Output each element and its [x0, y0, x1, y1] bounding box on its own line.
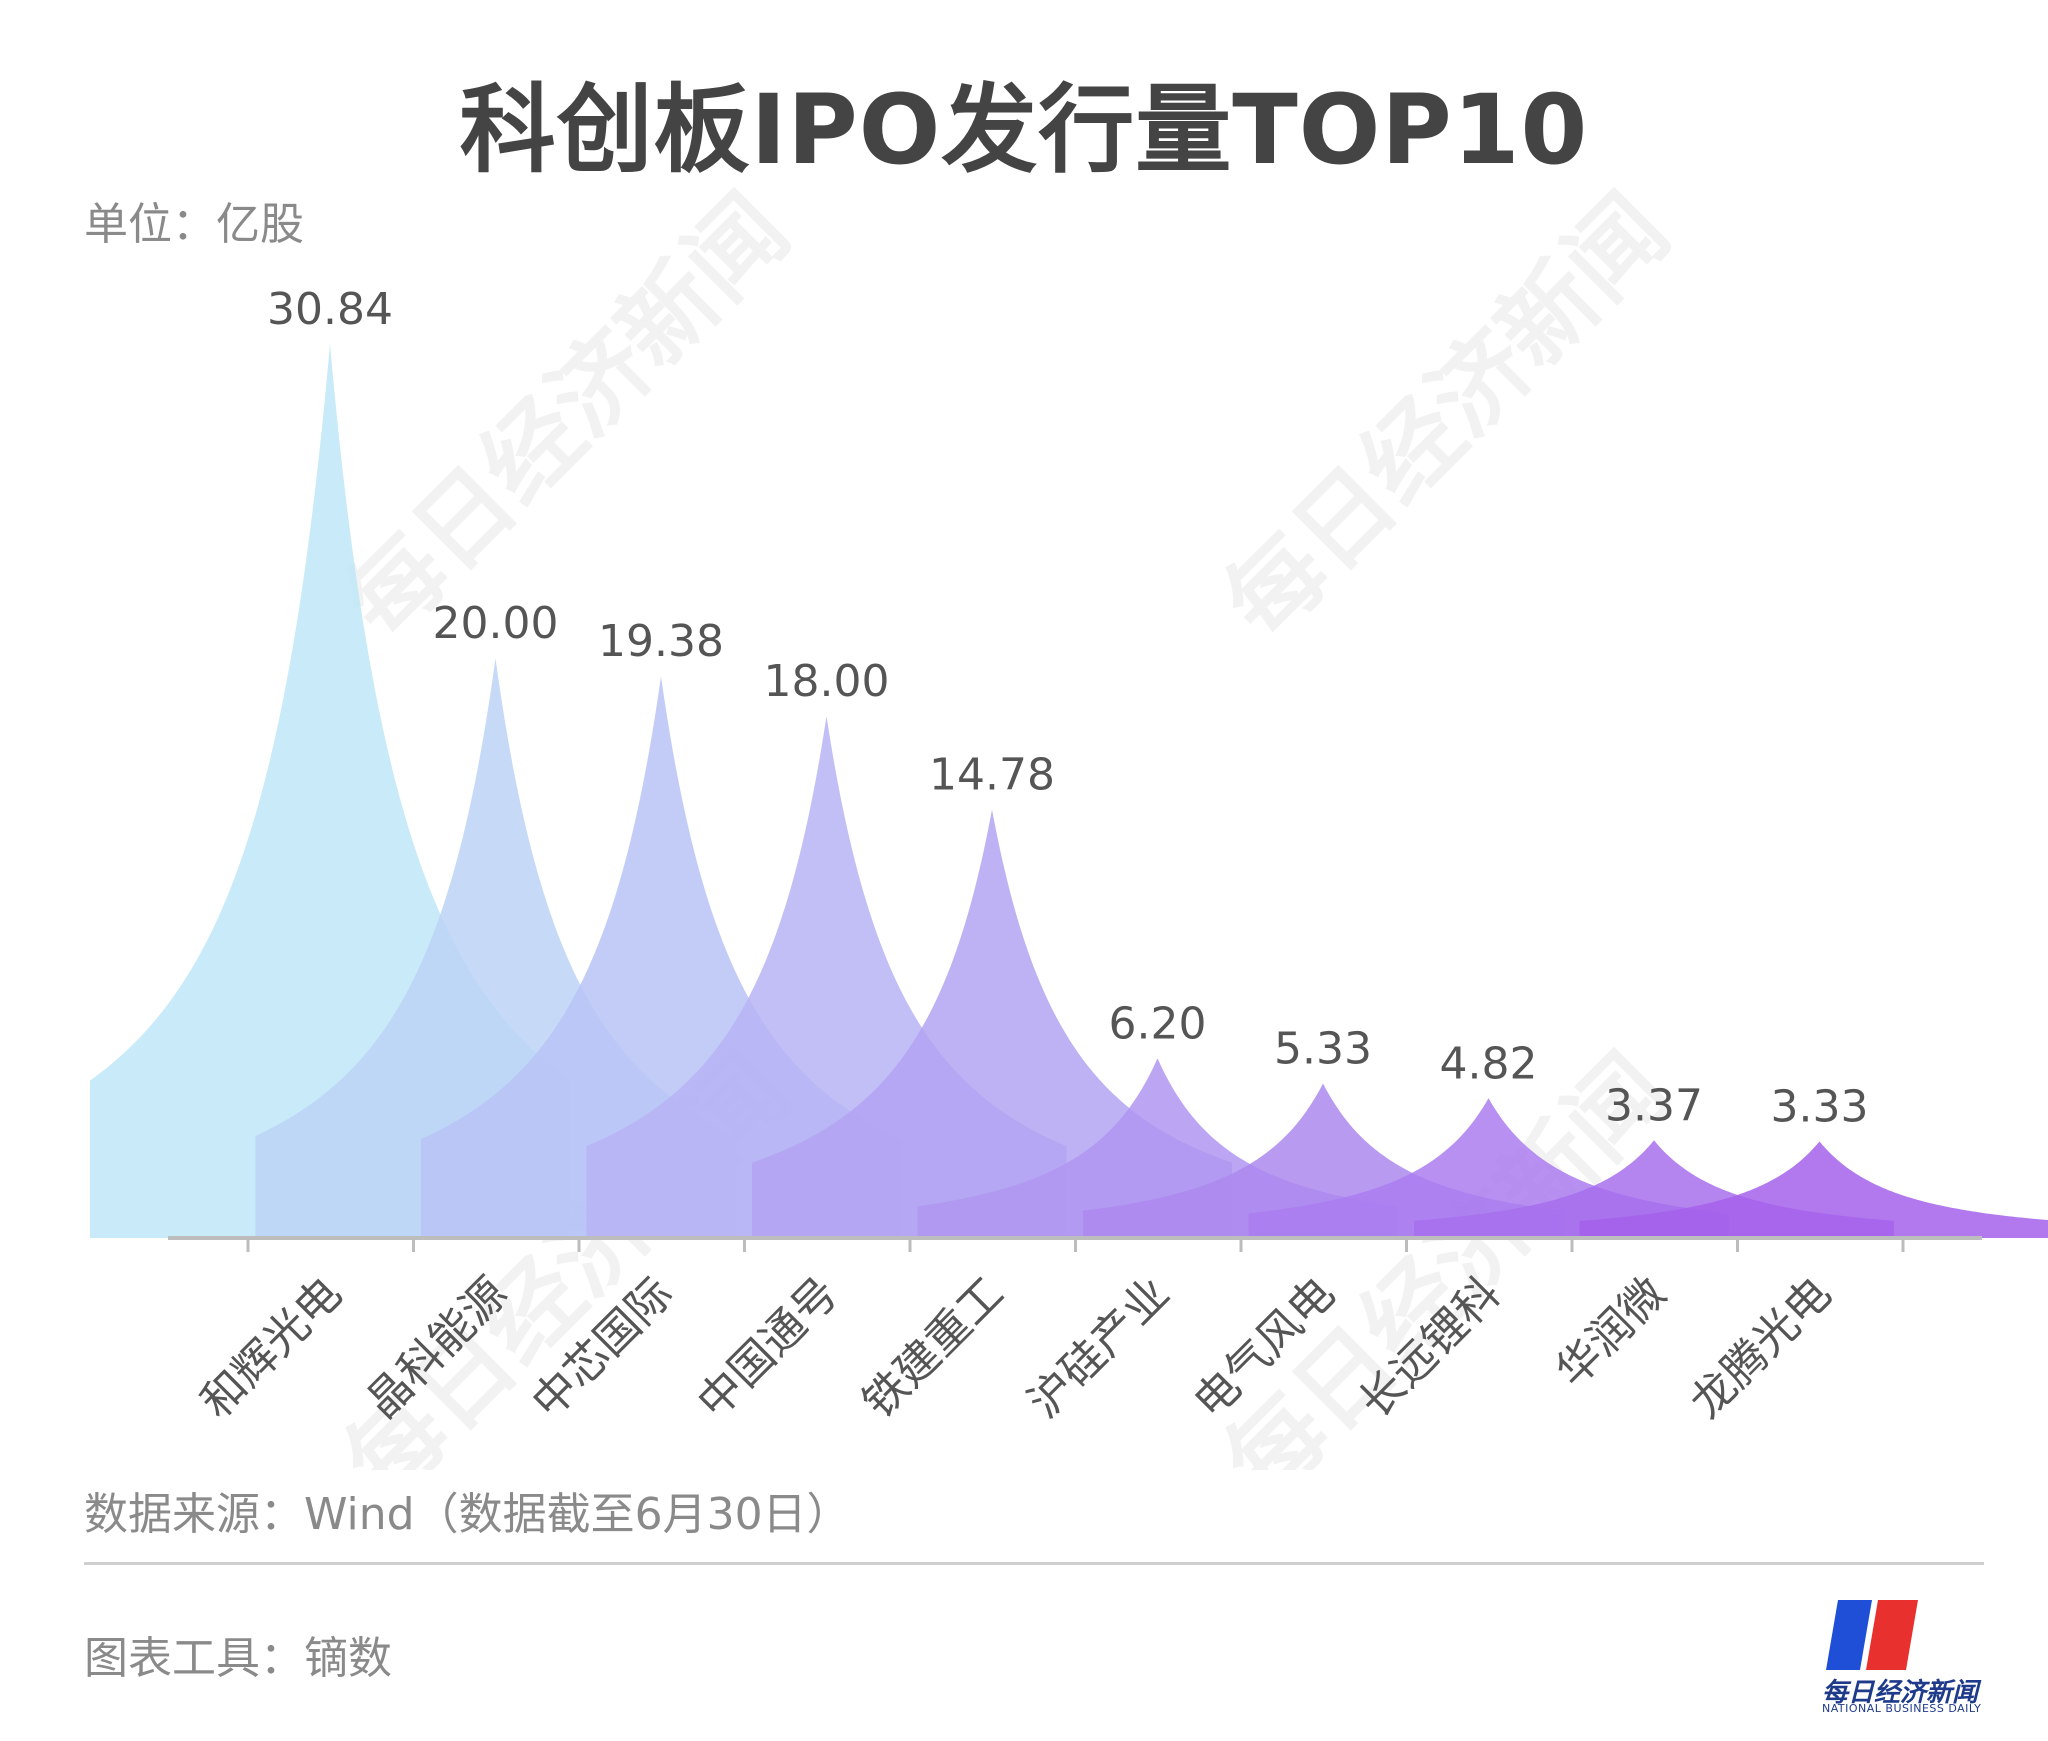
logo-english-name: NATIONAL BUSINESS DAILY	[1822, 1702, 1982, 1715]
category-label: 中国通号	[688, 1268, 849, 1429]
logo-blue-shape	[1826, 1600, 1872, 1670]
value-label: 6.20	[1109, 998, 1207, 1049]
category-label: 华润微	[1546, 1268, 1675, 1397]
logo-red-shape	[1866, 1600, 1918, 1670]
logo-name: 每日经济新闻	[1822, 1678, 1979, 1708]
tool-note: 图表工具：镝数	[84, 1633, 392, 1684]
category-label: 龙腾光电	[1681, 1268, 1842, 1429]
value-label: 3.33	[1771, 1081, 1869, 1132]
source-note: 数据来源：Wind（数据截至6月30日）	[84, 1489, 851, 1540]
brand-logo-icon	[1826, 1600, 1918, 1670]
value-label: 5.33	[1274, 1023, 1372, 1074]
category-label: 和辉光电	[191, 1268, 352, 1429]
watermark-text: 每日经济新闻	[323, 173, 809, 659]
category-label: 沪硅产业	[1019, 1268, 1180, 1429]
category-label: 铁建重工	[853, 1268, 1014, 1429]
x-axis-ticks	[246, 1238, 1905, 1252]
value-label: 19.38	[598, 616, 724, 667]
value-labels: 30.84 20.00 19.38 18.00 14.78 6.20 5.33 4.82 3.3…	[267, 284, 1868, 1132]
watermark-text: 每日经济新闻	[1203, 173, 1689, 659]
chart-title: 科创板IPO发行量TOP10	[459, 74, 1589, 186]
peak-areas	[90, 344, 2048, 1238]
value-label: 20.00	[433, 598, 559, 649]
value-label: 18.00	[764, 656, 890, 707]
value-label: 3.37	[1605, 1080, 1703, 1131]
peak-10	[1579, 1141, 2048, 1238]
value-label: 30.84	[267, 284, 393, 335]
value-label: 4.82	[1440, 1038, 1538, 1089]
unit-label: 单位：亿股	[84, 199, 304, 250]
value-label: 14.78	[929, 750, 1055, 801]
footer-divider	[84, 1562, 1984, 1565]
